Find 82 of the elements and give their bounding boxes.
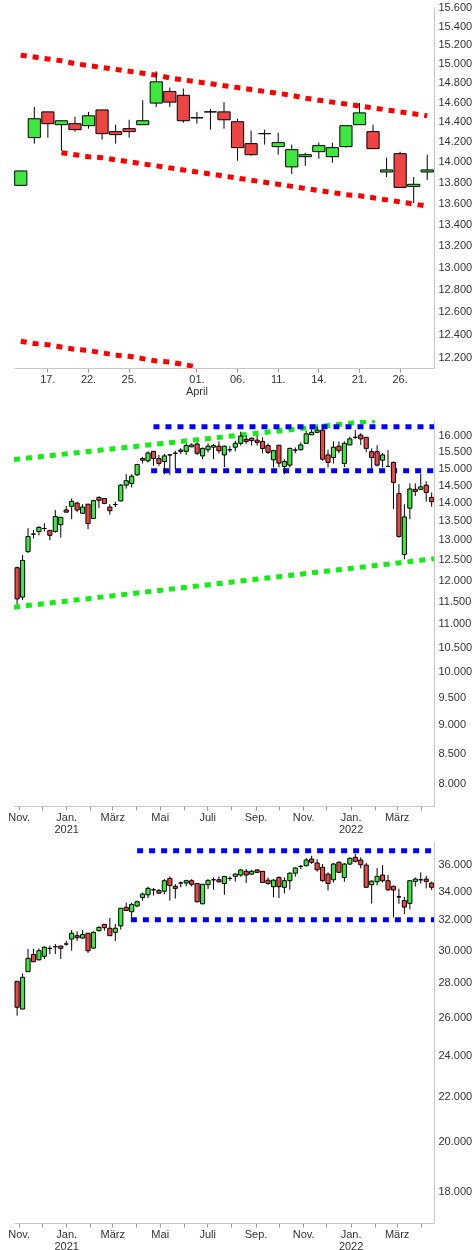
- x-tick-label: Nov.: [8, 810, 31, 823]
- x-tick-label: 06.: [229, 372, 246, 385]
- x-tick-label: 01. April: [185, 372, 208, 397]
- y-tick-label: 12.600: [438, 305, 473, 318]
- candlestick: [396, 888, 402, 905]
- candlestick: [136, 99, 150, 126]
- y-tick-label: 15.400: [438, 19, 473, 32]
- x-tick-label: Jan. 2021: [54, 1227, 79, 1250]
- y-tick-label: 13.000: [438, 533, 473, 546]
- x-tick-label: Jan. 2022: [338, 810, 364, 835]
- y-tick-label: 18.000: [438, 1184, 473, 1197]
- x-tick-label: 17.: [40, 372, 56, 385]
- x-tick-label: Nov.: [292, 810, 315, 823]
- x-tick-label: März: [384, 1227, 410, 1240]
- x-tick-label: Sep.: [244, 1227, 268, 1240]
- x-tick-label: 26.: [392, 372, 408, 385]
- y-tick-label: 9.500: [438, 690, 467, 703]
- x-tick-label: Juli: [199, 1227, 216, 1240]
- x-tick-label: Sep.: [244, 810, 268, 823]
- y-tick-label: 14.000: [438, 155, 473, 168]
- x-tick-label: Nov.: [8, 1227, 31, 1240]
- candlestick: [366, 124, 380, 150]
- y-tick-label: 13.500: [438, 514, 473, 527]
- y-tick-label: 13.200: [438, 238, 473, 251]
- y-tick-label: 32.000: [438, 913, 473, 926]
- y-tick-label: 8.000: [438, 777, 467, 790]
- y-tick-label: 11.000: [438, 617, 472, 630]
- y-tick-label: 16.000: [438, 429, 473, 442]
- x-tick-label: März: [384, 810, 410, 823]
- x-tick-label: 25.: [121, 372, 137, 385]
- y-tick-label: 20.000: [438, 1135, 473, 1148]
- x-tick-label: Jan. 2022: [338, 1227, 364, 1250]
- y-tick-label: 14.200: [438, 135, 473, 148]
- y-tick-label: 13.000: [438, 260, 473, 273]
- y-tick-label: 14.600: [438, 95, 473, 108]
- candlestick: [339, 125, 353, 149]
- y-tick-label: 13.600: [438, 196, 473, 209]
- candlestick: [258, 129, 272, 146]
- candlestick: [271, 132, 285, 156]
- y-tick-label: 34.000: [438, 884, 473, 897]
- y-tick-label: 15.500: [438, 445, 473, 458]
- y-tick-label: 13.400: [438, 217, 473, 230]
- y-tick-label: 28.000: [438, 976, 473, 989]
- y-tick-label: 15.000: [438, 461, 473, 474]
- y-tick-label: 12.500: [438, 553, 473, 566]
- y-tick-label: 12.000: [438, 573, 473, 586]
- y-tick-label: 30.000: [438, 943, 473, 956]
- y-tick-label: 14.800: [438, 76, 473, 89]
- y-tick-label: 10.000: [438, 665, 473, 678]
- y-tick-label: 9.000: [438, 717, 467, 730]
- candlestick: [390, 460, 397, 510]
- x-tick-label: Mai: [151, 1227, 170, 1240]
- y-tick-label: 24.000: [438, 1048, 473, 1061]
- x-tick-label: Mai: [151, 810, 170, 823]
- x-tick-label: 21.: [351, 372, 368, 385]
- y-tick-label: 15.600: [438, 1, 473, 14]
- x-tick-label: Nov.: [292, 1227, 315, 1240]
- y-tick-label: 15.200: [438, 38, 473, 51]
- y-tick-label: 26.000: [438, 1011, 473, 1024]
- candlestick: [420, 154, 434, 181]
- y-tick-label: 15.000: [438, 57, 473, 70]
- y-tick-label: 22.000: [438, 1090, 473, 1103]
- x-tick-label: Jan. 2021: [54, 810, 79, 835]
- y-tick-label: 36.000: [438, 857, 473, 870]
- y-tick-label: 8.500: [438, 746, 467, 759]
- y-tick-label: 12.800: [438, 282, 473, 295]
- x-tick-label: März: [100, 810, 125, 823]
- x-tick-label: Juli: [199, 810, 216, 823]
- y-tick-label: 14.000: [438, 496, 473, 509]
- y-tick-label: 13.800: [438, 175, 473, 188]
- y-tick-label: 11.500: [438, 594, 472, 607]
- x-tick-label: 22.: [80, 372, 97, 385]
- candlestick: [352, 102, 367, 126]
- x-tick-label: 11.: [270, 372, 286, 385]
- candlestick: [25, 527, 31, 554]
- y-tick-label: 12.400: [438, 327, 473, 340]
- y-tick-label: 14.500: [438, 478, 473, 491]
- y-tick-label: 10.500: [438, 640, 473, 653]
- y-tick-label: 14.400: [438, 115, 473, 128]
- y-tick-label: 12.200: [438, 350, 473, 363]
- x-tick-label: März: [100, 1227, 125, 1240]
- x-tick-label: 14.: [311, 372, 327, 385]
